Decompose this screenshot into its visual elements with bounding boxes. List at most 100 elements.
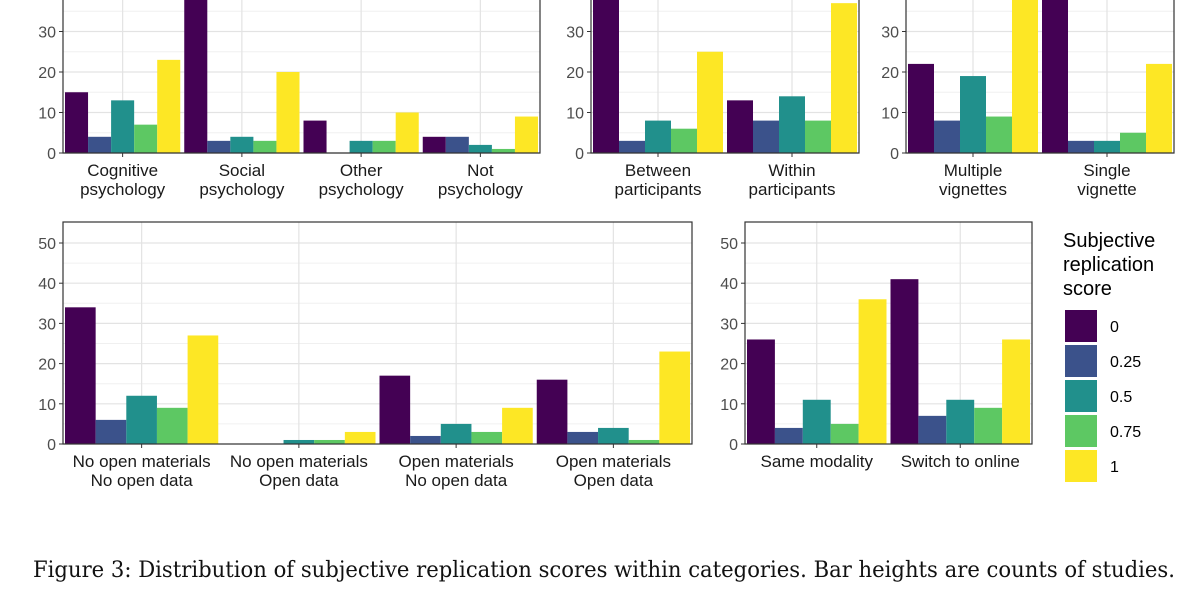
x-category-label: Social bbox=[219, 161, 265, 180]
x-category-label: psychology bbox=[319, 180, 405, 199]
legend-label: 0.25 bbox=[1110, 354, 1141, 371]
panel-field: 0102030CognitivepsychologySocialpsycholo… bbox=[38, 0, 541, 199]
x-category-label: Multiple bbox=[944, 161, 1003, 180]
bar-modality-1-score-1 bbox=[1002, 339, 1030, 444]
legend-title: Subjective bbox=[1063, 230, 1155, 252]
legend-swatch-0.5 bbox=[1065, 380, 1097, 412]
bar-openness-0-score-0.25 bbox=[95, 419, 127, 444]
bar-field-3-score-0.25 bbox=[445, 136, 469, 153]
y-tick-label: 30 bbox=[566, 25, 584, 42]
bar-design-1-score-0 bbox=[727, 100, 753, 153]
bar-modality-0-score-0 bbox=[747, 339, 775, 444]
legend-label: 0.75 bbox=[1110, 424, 1141, 441]
bar-modality-0-score-0.25 bbox=[774, 427, 803, 444]
bar-openness-0-score-0.5 bbox=[126, 395, 157, 444]
y-tick-label: 20 bbox=[720, 357, 738, 374]
y-tick-label: 10 bbox=[566, 106, 584, 123]
bar-field-1-score-0.5 bbox=[230, 136, 254, 153]
y-tick-label: 0 bbox=[47, 437, 56, 454]
panel-modality: 0 10 20 30 40 50 Same modality Switch to online bbox=[720, 221, 1033, 471]
bar-field-3-score-0 bbox=[422, 136, 446, 153]
x-category-label: No open data bbox=[91, 471, 194, 490]
y-tick-label: 30 bbox=[720, 316, 738, 333]
legend-swatch-0 bbox=[1065, 310, 1097, 342]
bar-vignettes-0-score-0.25 bbox=[934, 120, 960, 153]
bar-openness-0-score-0.75 bbox=[156, 407, 188, 444]
bar-modality-0-score-0.5 bbox=[802, 399, 831, 444]
panel-border bbox=[62, 0, 541, 154]
bar-vignettes-1-score-0.75 bbox=[1120, 132, 1146, 153]
y-tick-label: 20 bbox=[38, 65, 56, 82]
y-tick-label: 20 bbox=[38, 357, 56, 374]
y-tick-label: 30 bbox=[38, 316, 56, 333]
x-category-label: Other bbox=[340, 161, 383, 180]
legend-swatch-0.25 bbox=[1065, 345, 1097, 377]
panel-design: 0102030BetweenparticipantsWithinparticip… bbox=[566, 0, 860, 199]
x-category-label: Single bbox=[1083, 161, 1130, 180]
bar-modality-1-score-0.5 bbox=[946, 399, 975, 444]
bar-modality-1-score-0.25 bbox=[918, 415, 947, 444]
x-category-label: Same modality bbox=[761, 452, 874, 471]
bar-openness-0-score-0 bbox=[65, 307, 96, 444]
bar-vignettes-1-score-0.5 bbox=[1094, 140, 1120, 153]
x-category-label: participants bbox=[749, 180, 836, 199]
bar-design-1-score-0.25 bbox=[753, 120, 779, 153]
y-tick-label: 0 bbox=[575, 146, 584, 163]
x-category-label: Within bbox=[768, 161, 815, 180]
bar-field-2-score-0.75 bbox=[372, 140, 396, 153]
legend-swatch-0.75 bbox=[1065, 415, 1097, 447]
bar-openness-3-score-0.75 bbox=[628, 439, 660, 444]
x-category-label: No open materials bbox=[73, 452, 211, 471]
bar-vignettes-1-score-0.25 bbox=[1068, 140, 1094, 153]
bar-field-1-score-1 bbox=[276, 72, 300, 153]
bar-field-2-score-0 bbox=[303, 120, 327, 153]
x-category-label: psychology bbox=[438, 180, 524, 199]
panel-background bbox=[63, 222, 692, 444]
y-tick-label: 50 bbox=[38, 236, 56, 253]
bar-vignettes-1-score-0 bbox=[1042, 0, 1068, 153]
bar-openness-1-score-1 bbox=[344, 431, 376, 444]
bar-design-1-score-0.75 bbox=[805, 120, 831, 153]
bar-field-2-score-1 bbox=[395, 112, 419, 153]
bar-field-0-score-0.75 bbox=[134, 124, 158, 153]
x-category-label: vignettes bbox=[939, 180, 1007, 199]
bar-design-1-score-0.5 bbox=[779, 96, 805, 153]
bar-vignettes-0-score-0.75 bbox=[986, 116, 1012, 153]
panel-border bbox=[590, 0, 860, 154]
panel-border bbox=[62, 221, 693, 445]
bar-field-0-score-0 bbox=[65, 92, 89, 153]
bar-openness-3-score-1 bbox=[659, 351, 690, 444]
legend-swatch-1 bbox=[1065, 450, 1097, 482]
bar-modality-0-score-1 bbox=[858, 299, 887, 444]
panel-border bbox=[744, 221, 1033, 445]
figure-caption: Figure 3: Distribution of subjective rep… bbox=[33, 558, 1175, 583]
chart-panels: 0102030CognitivepsychologySocialpsycholo… bbox=[38, 0, 1175, 490]
y-tick-label: 50 bbox=[720, 236, 738, 253]
legend-title: score bbox=[1063, 278, 1112, 300]
bar-modality-1-score-0 bbox=[890, 279, 919, 444]
bar-openness-2-score-0.25 bbox=[410, 435, 441, 444]
bar-field-3-score-0.75 bbox=[491, 148, 515, 153]
bar-vignettes-0-score-1 bbox=[1012, 0, 1038, 153]
y-tick-label: 20 bbox=[566, 65, 584, 82]
legend-label: 0 bbox=[1110, 319, 1119, 336]
x-category-label: Open materials bbox=[556, 452, 671, 471]
y-tick-label: 0 bbox=[890, 146, 899, 163]
y-tick-label: 30 bbox=[881, 25, 899, 42]
y-tick-label: 10 bbox=[881, 106, 899, 123]
bar-field-1-score-0.25 bbox=[207, 140, 231, 153]
bar-field-3-score-0.5 bbox=[468, 144, 492, 153]
y-tick-label: 10 bbox=[38, 106, 56, 123]
bar-field-0-score-0.5 bbox=[111, 100, 135, 153]
bar-openness-3-score-0.25 bbox=[567, 431, 599, 444]
y-tick-label: 20 bbox=[881, 65, 899, 82]
y-tick-label: 10 bbox=[38, 397, 56, 414]
x-category-label: No open data bbox=[405, 471, 508, 490]
bar-openness-2-score-1 bbox=[502, 407, 533, 444]
bar-design-1-score-1 bbox=[831, 3, 857, 154]
legend-title: replication bbox=[1063, 254, 1154, 276]
bar-field-3-score-1 bbox=[514, 116, 538, 153]
